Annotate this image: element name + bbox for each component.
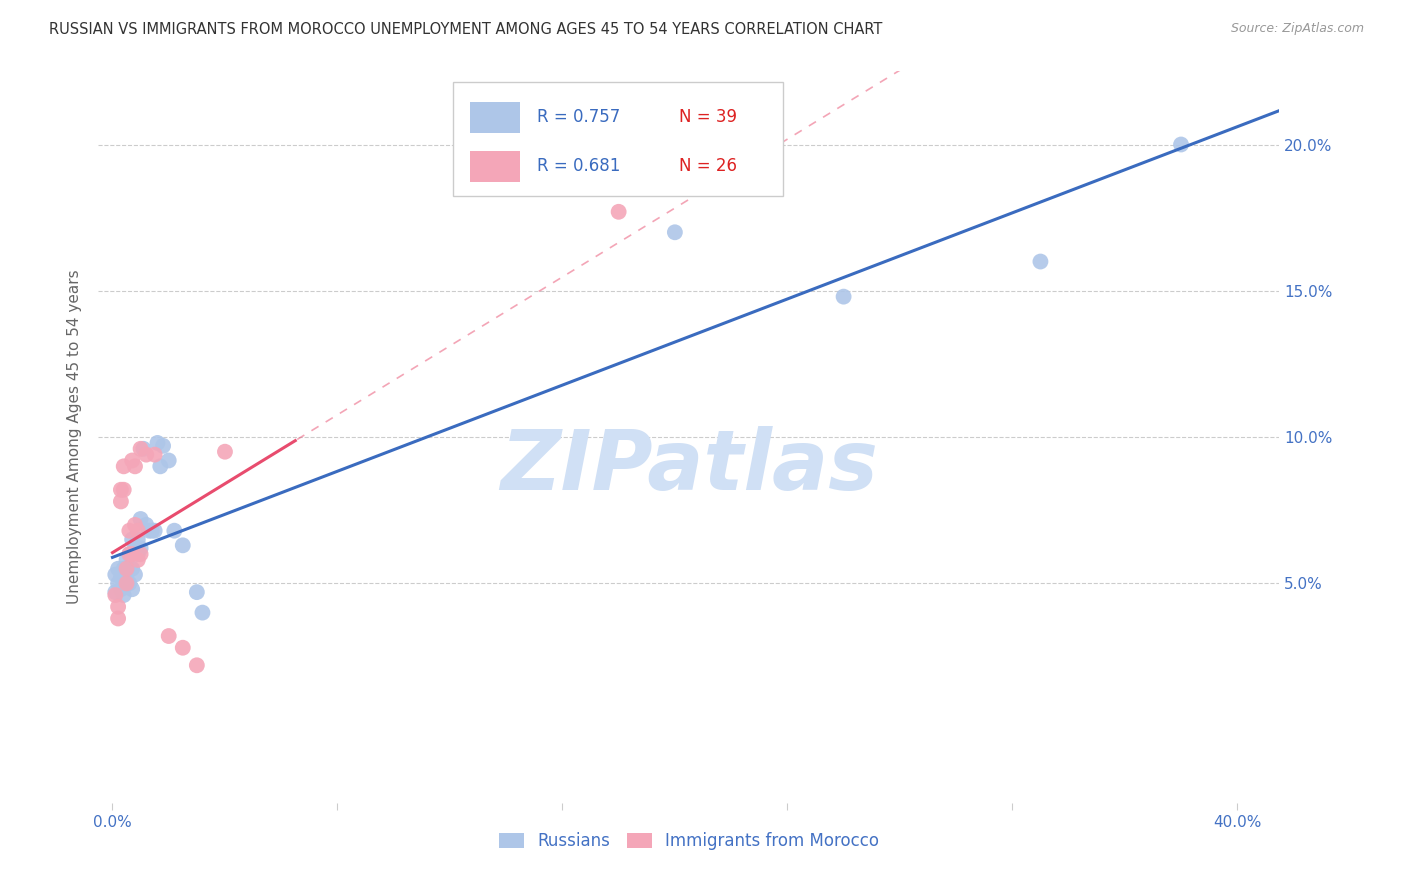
- Point: [112, 483, 135, 497]
- Text: ZIPatlas: ZIPatlas: [501, 425, 877, 507]
- Point: [107, 562, 129, 576]
- Point: [107, 611, 129, 625]
- Point: [186, 658, 208, 673]
- Point: [112, 459, 135, 474]
- Text: R = 0.757: R = 0.757: [537, 109, 620, 127]
- Point: [118, 576, 141, 591]
- Point: [129, 547, 152, 561]
- Point: [127, 524, 149, 538]
- Point: [607, 204, 630, 219]
- Point: [115, 567, 138, 582]
- Point: [121, 547, 143, 561]
- Point: [152, 439, 174, 453]
- Point: [121, 453, 143, 467]
- Point: [138, 524, 160, 538]
- Point: [118, 547, 141, 561]
- Point: [121, 582, 143, 597]
- Point: [135, 517, 157, 532]
- Legend: Russians, Immigrants from Morocco: Russians, Immigrants from Morocco: [492, 825, 886, 856]
- Point: [110, 570, 132, 584]
- Point: [141, 524, 163, 538]
- Point: [832, 290, 855, 304]
- Point: [132, 442, 155, 456]
- Point: [172, 538, 194, 552]
- Point: [157, 629, 180, 643]
- Point: [664, 225, 686, 239]
- Point: [121, 562, 143, 576]
- Point: [115, 576, 138, 591]
- Point: [127, 547, 149, 561]
- Point: [124, 541, 146, 556]
- Point: [115, 562, 138, 576]
- Text: N = 26: N = 26: [679, 158, 738, 176]
- Point: [135, 448, 157, 462]
- Text: N = 39: N = 39: [679, 109, 738, 127]
- Point: [146, 436, 169, 450]
- Point: [129, 541, 152, 556]
- Point: [104, 588, 127, 602]
- Point: [191, 606, 214, 620]
- Point: [115, 553, 138, 567]
- Point: [214, 444, 236, 458]
- Point: [163, 524, 186, 538]
- Point: [118, 524, 141, 538]
- Point: [107, 576, 129, 591]
- Point: [110, 494, 132, 508]
- Point: [143, 448, 166, 462]
- Point: [115, 576, 138, 591]
- FancyBboxPatch shape: [453, 82, 783, 195]
- Point: [104, 585, 127, 599]
- Point: [172, 640, 194, 655]
- Point: [149, 459, 172, 474]
- FancyBboxPatch shape: [471, 102, 520, 133]
- Text: R = 0.681: R = 0.681: [537, 158, 620, 176]
- Point: [1170, 137, 1192, 152]
- Point: [112, 562, 135, 576]
- Point: [107, 599, 129, 614]
- Y-axis label: Unemployment Among Ages 45 to 54 years: Unemployment Among Ages 45 to 54 years: [67, 269, 83, 605]
- Point: [186, 585, 208, 599]
- Point: [129, 512, 152, 526]
- Point: [112, 588, 135, 602]
- Point: [127, 553, 149, 567]
- Point: [110, 483, 132, 497]
- Point: [1029, 254, 1052, 268]
- Point: [110, 582, 132, 597]
- Point: [118, 547, 141, 561]
- Point: [157, 453, 180, 467]
- Text: RUSSIAN VS IMMIGRANTS FROM MOROCCO UNEMPLOYMENT AMONG AGES 45 TO 54 YEARS CORREL: RUSSIAN VS IMMIGRANTS FROM MOROCCO UNEMP…: [49, 22, 883, 37]
- Point: [124, 567, 146, 582]
- Point: [124, 459, 146, 474]
- Text: Source: ZipAtlas.com: Source: ZipAtlas.com: [1230, 22, 1364, 36]
- Point: [124, 517, 146, 532]
- FancyBboxPatch shape: [471, 151, 520, 182]
- Point: [129, 442, 152, 456]
- Point: [121, 533, 143, 547]
- Point: [143, 524, 166, 538]
- Point: [127, 533, 149, 547]
- Point: [104, 567, 127, 582]
